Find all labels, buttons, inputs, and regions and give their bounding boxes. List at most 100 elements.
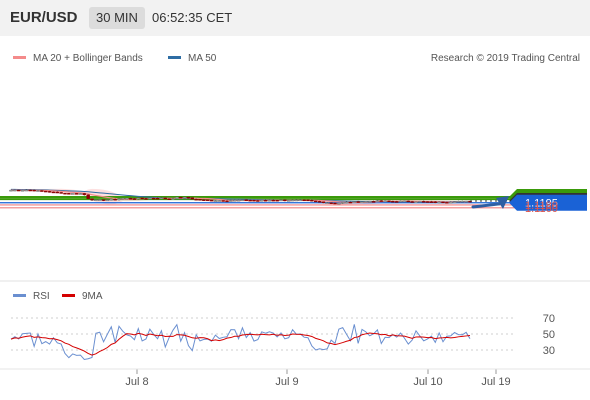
candle-body — [263, 200, 268, 202]
candle-body — [344, 201, 349, 204]
candle-body — [221, 200, 225, 202]
candle-body — [213, 200, 218, 202]
ma50-legend-swatch — [168, 56, 181, 59]
candle-body — [20, 190, 25, 192]
candle-body — [449, 201, 453, 204]
candle-body — [279, 199, 283, 202]
forecast-arrow — [471, 195, 509, 209]
candle-body — [294, 199, 299, 202]
candle-body — [194, 199, 198, 201]
candle-body — [298, 199, 302, 202]
candle-body — [82, 193, 86, 195]
candle-body — [321, 201, 326, 204]
candle-body — [348, 201, 353, 204]
candle-body — [375, 200, 380, 202]
candle-body — [128, 198, 133, 200]
candle-body — [360, 201, 364, 203]
candle-body — [325, 202, 329, 204]
candle-body — [13, 189, 17, 192]
candle-body — [121, 198, 125, 200]
candle-body — [105, 199, 110, 202]
chart-header: EUR/USD 30 MIN 06:52:35 CET — [0, 0, 590, 36]
candle-body — [236, 199, 241, 202]
candle-body — [422, 201, 426, 203]
candle-body — [47, 191, 52, 193]
candle-body — [329, 202, 333, 204]
candle-body — [460, 201, 464, 203]
candle-body — [32, 189, 36, 192]
candle-body — [464, 200, 468, 203]
candle-body — [24, 189, 29, 192]
candle-body — [337, 202, 341, 205]
candle-body — [402, 200, 407, 203]
candle-body — [341, 202, 345, 204]
currency-pair: EUR/USD — [10, 9, 78, 26]
candle-body — [206, 199, 210, 201]
rsi-tick-50: 50 — [543, 329, 555, 341]
candle-body — [17, 189, 21, 192]
rsi-line — [10, 323, 471, 361]
candle-body — [356, 201, 360, 203]
level-tag-1.1195: 1.1195 — [509, 194, 587, 211]
candle-body — [425, 201, 430, 203]
rsi-tick-70: 70 — [543, 313, 555, 325]
x-tick-label: Jul 10 — [413, 376, 442, 388]
candle-body — [310, 200, 314, 202]
candle-body — [71, 193, 75, 195]
candle-body — [406, 200, 410, 203]
candle-body — [179, 196, 183, 199]
candle-body — [441, 201, 445, 204]
candle-body — [9, 189, 13, 192]
candle-body — [36, 190, 40, 192]
level-tag-shape — [509, 194, 587, 211]
candle-body — [290, 199, 295, 202]
candle-body — [132, 198, 137, 200]
candle-body — [256, 200, 260, 202]
candle-body — [395, 201, 399, 203]
x-tick-label: Jul 19 — [481, 376, 510, 388]
candle-body — [306, 199, 310, 202]
candle-body — [283, 199, 287, 202]
timeframe-selector[interactable]: 30 MIN — [89, 7, 145, 29]
candlesticks — [9, 189, 472, 205]
candle-body — [136, 197, 140, 200]
rsi-legend-swatch — [13, 294, 26, 297]
level-label-1.1160: 1.1160 — [525, 203, 558, 215]
candle-body — [398, 200, 403, 203]
candle-body — [59, 192, 63, 194]
candle-body — [109, 198, 113, 201]
candle-body — [379, 200, 383, 202]
rsi-legend-label: RSI — [33, 291, 50, 302]
rsi-ma-line — [10, 332, 471, 356]
ma50-legend-label: MA 50 — [188, 53, 217, 64]
candle-body — [317, 201, 322, 203]
candle-body — [44, 190, 48, 193]
candle-body — [94, 199, 98, 201]
candle-body — [418, 201, 422, 203]
candle-body — [371, 201, 376, 203]
candle-body — [140, 197, 144, 200]
candle-body — [229, 200, 233, 202]
candle-body — [364, 201, 368, 203]
candle-body — [148, 197, 152, 200]
candle-body — [352, 201, 356, 203]
x-axis-ticks: Jul 8 Jul 9 Jul 10 Jul 19 — [0, 368, 590, 388]
candle-body — [445, 202, 449, 204]
candle-body — [267, 199, 272, 202]
candle-body — [437, 201, 441, 204]
forecast-arrow-head — [496, 195, 509, 209]
candle-body — [456, 201, 461, 203]
candle-body — [175, 196, 179, 199]
candle-body — [159, 197, 164, 200]
candle-body — [271, 199, 275, 202]
candle-body — [186, 196, 191, 199]
candle-body — [125, 198, 129, 200]
candle-body — [314, 200, 318, 203]
rsi-tick-30: 30 — [543, 345, 555, 357]
level-tag-text: 1.1195 — [525, 198, 558, 210]
candle-body — [429, 201, 434, 203]
rsi-y-ticks: 70 50 30 — [543, 313, 555, 357]
candle-body — [101, 199, 106, 201]
